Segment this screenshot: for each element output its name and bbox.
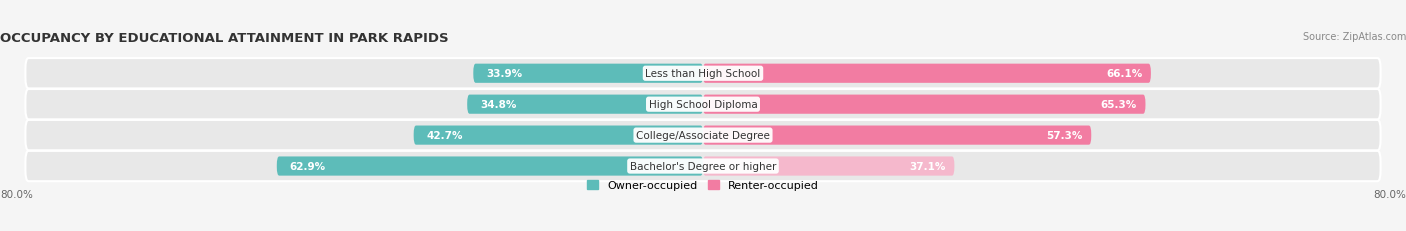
Text: 57.3%: 57.3% — [1046, 131, 1083, 140]
FancyBboxPatch shape — [703, 126, 1091, 145]
FancyBboxPatch shape — [25, 90, 1381, 120]
FancyBboxPatch shape — [413, 126, 703, 145]
FancyBboxPatch shape — [25, 120, 1381, 151]
FancyBboxPatch shape — [277, 157, 703, 176]
Text: 33.9%: 33.9% — [486, 69, 522, 79]
Text: 42.7%: 42.7% — [426, 131, 463, 140]
Text: 80.0%: 80.0% — [1374, 189, 1406, 199]
Text: High School Diploma: High School Diploma — [648, 100, 758, 110]
FancyBboxPatch shape — [25, 59, 1381, 89]
Text: 65.3%: 65.3% — [1101, 100, 1137, 110]
FancyBboxPatch shape — [703, 157, 955, 176]
Text: 66.1%: 66.1% — [1107, 69, 1143, 79]
Text: 37.1%: 37.1% — [910, 161, 946, 171]
FancyBboxPatch shape — [703, 95, 1146, 114]
FancyBboxPatch shape — [25, 151, 1381, 181]
Text: 62.9%: 62.9% — [290, 161, 326, 171]
Text: 34.8%: 34.8% — [479, 100, 516, 110]
FancyBboxPatch shape — [474, 64, 703, 83]
Text: College/Associate Degree: College/Associate Degree — [636, 131, 770, 140]
Legend: Owner-occupied, Renter-occupied: Owner-occupied, Renter-occupied — [582, 176, 824, 195]
Text: OCCUPANCY BY EDUCATIONAL ATTAINMENT IN PARK RAPIDS: OCCUPANCY BY EDUCATIONAL ATTAINMENT IN P… — [0, 32, 449, 45]
Text: Less than High School: Less than High School — [645, 69, 761, 79]
FancyBboxPatch shape — [467, 95, 703, 114]
Text: Source: ZipAtlas.com: Source: ZipAtlas.com — [1302, 32, 1406, 42]
Text: 80.0%: 80.0% — [0, 189, 32, 199]
Text: Bachelor's Degree or higher: Bachelor's Degree or higher — [630, 161, 776, 171]
FancyBboxPatch shape — [703, 64, 1152, 83]
